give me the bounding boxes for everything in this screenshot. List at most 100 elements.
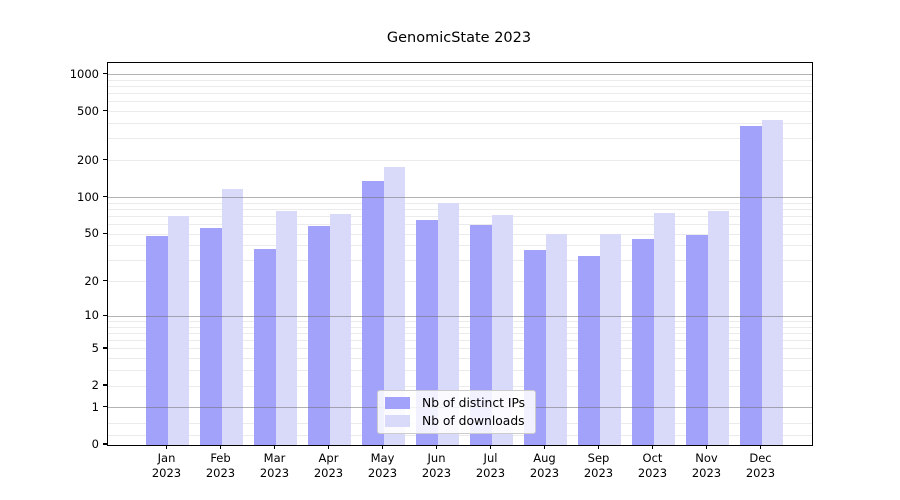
x-tick-label: Jan 2023: [151, 451, 182, 480]
minor-gridline: [108, 245, 812, 247]
bar-distinct-ips: [470, 224, 492, 445]
minor-gridline: [108, 385, 812, 387]
y-tick-mark: [103, 232, 107, 234]
y-tick-label: 10: [84, 308, 99, 323]
y-tick-mark: [103, 347, 107, 349]
bar-distinct-ips: [308, 226, 330, 445]
x-tick-label: Oct 2023: [637, 451, 668, 480]
minor-gridline: [108, 202, 812, 204]
legend-entry: Nb of distinct IPs: [385, 396, 525, 410]
x-tick-mark: [273, 445, 276, 450]
minor-gridline: [108, 160, 812, 162]
minor-gridline: [108, 260, 812, 262]
chart-title: GenomicState 2023: [386, 30, 532, 46]
minor-gridline: [108, 348, 812, 350]
legend-label: Nb of distinct IPs: [422, 396, 526, 410]
y-tick-label: 100: [77, 189, 99, 204]
bar-distinct-ips: [362, 181, 384, 445]
bar-downloads: [653, 213, 675, 445]
minor-gridline: [108, 208, 812, 210]
legend-swatch: [385, 415, 410, 427]
x-tick-label: Aug 2023: [529, 451, 560, 480]
x-tick-label: Apr 2023: [313, 451, 344, 480]
bar-distinct-ips: [578, 255, 600, 445]
y-tick-label: 1000: [69, 66, 99, 81]
x-tick-mark: [759, 445, 762, 450]
major-gridline: [108, 197, 812, 199]
minor-gridline: [108, 93, 812, 95]
x-tick-mark: [543, 445, 546, 450]
bar-downloads: [599, 234, 621, 445]
x-tick-mark: [651, 445, 654, 450]
x-tick-label: Sep 2023: [583, 451, 614, 480]
minor-gridline: [108, 340, 812, 342]
x-tick-label: May 2023: [367, 451, 398, 480]
minor-gridline: [108, 333, 812, 334]
x-tick-label: Jul 2023: [475, 451, 506, 480]
x-tick-mark: [165, 445, 168, 450]
x-tick-mark: [489, 445, 492, 450]
bar-downloads: [383, 167, 405, 445]
bar-distinct-ips: [416, 220, 438, 445]
x-tick-mark: [705, 445, 708, 450]
minor-gridline: [108, 85, 812, 87]
x-tick-mark: [327, 445, 330, 450]
x-tick-mark: [597, 445, 600, 450]
bar-distinct-ips: [254, 248, 276, 445]
y-tick-mark: [103, 406, 107, 408]
minor-gridline: [108, 370, 812, 372]
minor-gridline: [108, 79, 812, 81]
minor-gridline: [108, 215, 812, 217]
y-tick-label: 1: [91, 399, 99, 414]
y-tick-mark: [103, 384, 107, 386]
minor-gridline: [108, 233, 812, 235]
bar-downloads: [761, 119, 783, 445]
x-tick-mark: [435, 445, 438, 450]
bar-downloads: [491, 214, 513, 445]
bar-downloads: [275, 211, 297, 445]
y-tick-label: 5: [91, 340, 99, 355]
minor-gridline: [108, 358, 812, 360]
y-tick-label: 2: [91, 378, 99, 393]
minor-gridline: [108, 111, 812, 113]
minor-gridline: [108, 326, 812, 328]
minor-gridline: [108, 281, 812, 283]
x-tick-mark: [219, 445, 222, 450]
bar-distinct-ips: [686, 235, 708, 445]
y-tick-mark: [103, 280, 107, 282]
x-tick-label: Nov 2023: [691, 451, 722, 480]
legend-entry: Nb of downloads: [385, 414, 525, 428]
y-tick-label: 20: [84, 273, 99, 288]
bar-downloads: [545, 234, 567, 445]
bar-downloads: [707, 211, 729, 445]
y-tick-mark: [103, 72, 107, 75]
bar-downloads: [167, 215, 189, 445]
y-tick-label: 50: [84, 226, 99, 241]
bar-distinct-ips: [632, 238, 654, 445]
y-tick-mark: [103, 159, 107, 161]
x-tick-label: Feb 2023: [205, 451, 236, 480]
y-tick-mark: [103, 443, 107, 445]
bar-distinct-ips: [200, 228, 222, 445]
minor-gridline: [108, 434, 812, 436]
x-tick-label: Mar 2023: [259, 451, 290, 480]
minor-gridline: [108, 123, 812, 125]
x-tick-label: Jun 2023: [421, 451, 452, 480]
bar-distinct-ips: [740, 126, 762, 445]
y-tick-mark: [103, 195, 107, 198]
major-gridline: [108, 74, 812, 76]
plot-area: Nb of distinct IPs Nb of downloads: [107, 62, 813, 446]
x-tick-label: Dec 2023: [745, 451, 776, 480]
y-tick-mark: [103, 314, 107, 316]
bar-distinct-ips: [146, 236, 168, 445]
minor-gridline: [108, 224, 812, 226]
y-tick-label: 500: [77, 103, 99, 118]
x-tick-mark: [381, 445, 384, 450]
minor-gridline: [108, 101, 812, 103]
legend-swatch: [385, 397, 410, 409]
y-tick-label: 0: [91, 437, 99, 451]
minor-gridline: [108, 321, 812, 323]
legend-label: Nb of downloads: [422, 414, 525, 428]
y-tick-mark: [103, 110, 107, 112]
